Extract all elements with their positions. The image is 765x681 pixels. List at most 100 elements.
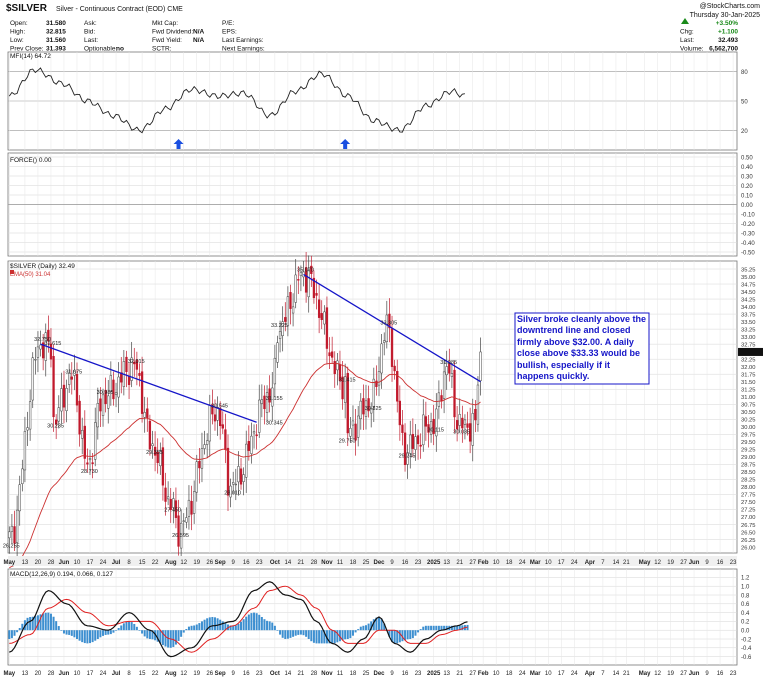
price-tick-label: 29.00: [741, 455, 756, 461]
date-tick-label: 16: [243, 560, 250, 566]
candle: [146, 408, 149, 418]
macd-histogram-bar: [263, 619, 266, 631]
macd-histogram-bar: [65, 630, 68, 635]
candle: [185, 517, 188, 523]
macd-histogram-bar: [411, 630, 414, 639]
stats-value: 31.580: [46, 20, 66, 27]
macd-histogram-bar: [305, 630, 308, 637]
candle: [245, 443, 248, 478]
macd-histogram-bar: [112, 630, 115, 633]
macd-histogram-bar: [49, 613, 52, 631]
macd-histogram-bar: [453, 625, 456, 631]
macd-histogram-bar: [388, 630, 391, 637]
date-tick-label: 14: [285, 560, 292, 566]
macd-histogram-bar: [440, 625, 443, 631]
date-tick-label: 9: [705, 671, 709, 677]
macd-histogram-bar: [83, 630, 86, 644]
candle: [174, 500, 178, 518]
macd-histogram-bar: [289, 630, 292, 638]
date-tick-label: 12: [654, 560, 661, 566]
date-tick-label: Jun: [59, 560, 70, 566]
y-tick-label: 0.10: [741, 194, 753, 200]
macd-histogram-bar: [135, 626, 138, 631]
price-tick-label: 34.50: [741, 290, 756, 296]
candle: [250, 435, 253, 454]
date-tick-label: 28: [48, 671, 55, 677]
price-tick-label: 30.50: [741, 410, 756, 416]
price-label: 26.255: [3, 543, 20, 549]
stats-label: High:: [10, 29, 25, 36]
price-tick-label: 30.00: [741, 425, 756, 431]
candle: [435, 408, 438, 437]
fund-value: N/A: [193, 37, 205, 44]
macd-histogram-bar: [279, 630, 282, 635]
date-tick-label: 22: [152, 560, 159, 566]
macd-histogram-bar: [109, 630, 112, 635]
candle: [263, 395, 266, 410]
macd-histogram-bar: [302, 630, 305, 636]
date-tick-label: 28: [311, 671, 318, 677]
date-tick-label: 25: [363, 560, 370, 566]
macd-histogram-bar: [378, 617, 381, 631]
date-tick-label: 23: [730, 560, 737, 566]
macd-histogram-bar: [393, 630, 396, 644]
macd-histogram-bar: [364, 625, 367, 631]
candle: [341, 376, 344, 400]
price-label: 30.545: [211, 403, 228, 409]
candle: [120, 372, 123, 383]
candle: [133, 361, 136, 365]
y-tick-label: 0.20: [741, 184, 753, 190]
macd-histogram-bar: [172, 630, 175, 647]
candle: [166, 496, 170, 500]
quote-date: Thursday 30-Jan-2025: [690, 12, 761, 19]
candle: [427, 424, 430, 433]
price-tick-label: 34.00: [741, 305, 756, 311]
macd-histogram-bar: [297, 630, 300, 635]
macd-histogram-bar: [383, 623, 386, 631]
candle: [164, 487, 167, 502]
symbol[interactable]: $SILVER: [6, 3, 48, 14]
macd-histogram-bar: [380, 618, 383, 631]
macd-panel: 1.2 1.0 0.8 0.6 0.4 0.2 0.0 -0.2 -0.4 -0.6 MACD(12…: [7, 568, 752, 666]
date-tick-label: 8: [127, 671, 131, 677]
candle: [143, 412, 146, 418]
macd-histogram-bar: [75, 630, 78, 639]
candle: [455, 420, 459, 430]
candle: [359, 400, 362, 420]
candle: [284, 317, 287, 322]
date-tick-label: 9: [232, 671, 236, 677]
candle: [336, 360, 339, 371]
candle: [65, 388, 68, 412]
macd-histogram-bar: [367, 623, 370, 631]
date-tick-label: 21: [456, 671, 463, 677]
macd-histogram-bar: [211, 617, 214, 631]
date-tick-label: 19: [193, 560, 200, 566]
date-tick-label: 23: [730, 671, 737, 677]
macd-histogram-bar: [349, 630, 352, 639]
price-tick-label: 28.50: [741, 470, 756, 476]
candle: [471, 413, 474, 446]
candle: [398, 400, 401, 426]
macd-histogram-bar: [117, 628, 120, 631]
macd-histogram-bar: [292, 630, 295, 637]
candle: [234, 483, 237, 486]
price-label: 31.415: [339, 377, 356, 383]
date-tick-label: May: [639, 671, 651, 677]
candle: [221, 424, 224, 429]
price-label: 31.985: [440, 360, 457, 366]
price-tick-label: 26.00: [741, 545, 756, 551]
price-label: 31.155: [266, 396, 283, 402]
date-tick-label: 16: [402, 671, 409, 677]
date-tick-label: 16: [402, 560, 409, 566]
macd-histogram-bar: [276, 630, 279, 631]
candle: [468, 423, 472, 442]
candle: [125, 356, 128, 372]
macd-histogram-bar: [107, 630, 110, 635]
date-tick-label: 12: [180, 671, 187, 677]
macd-histogram-bar: [351, 630, 354, 636]
candle: [75, 374, 79, 406]
date-tick-label: 8: [127, 560, 131, 566]
price-label: 32.615: [45, 341, 62, 347]
quote-label: Last:: [84, 37, 98, 44]
price-tick-label: 26.50: [741, 530, 756, 536]
